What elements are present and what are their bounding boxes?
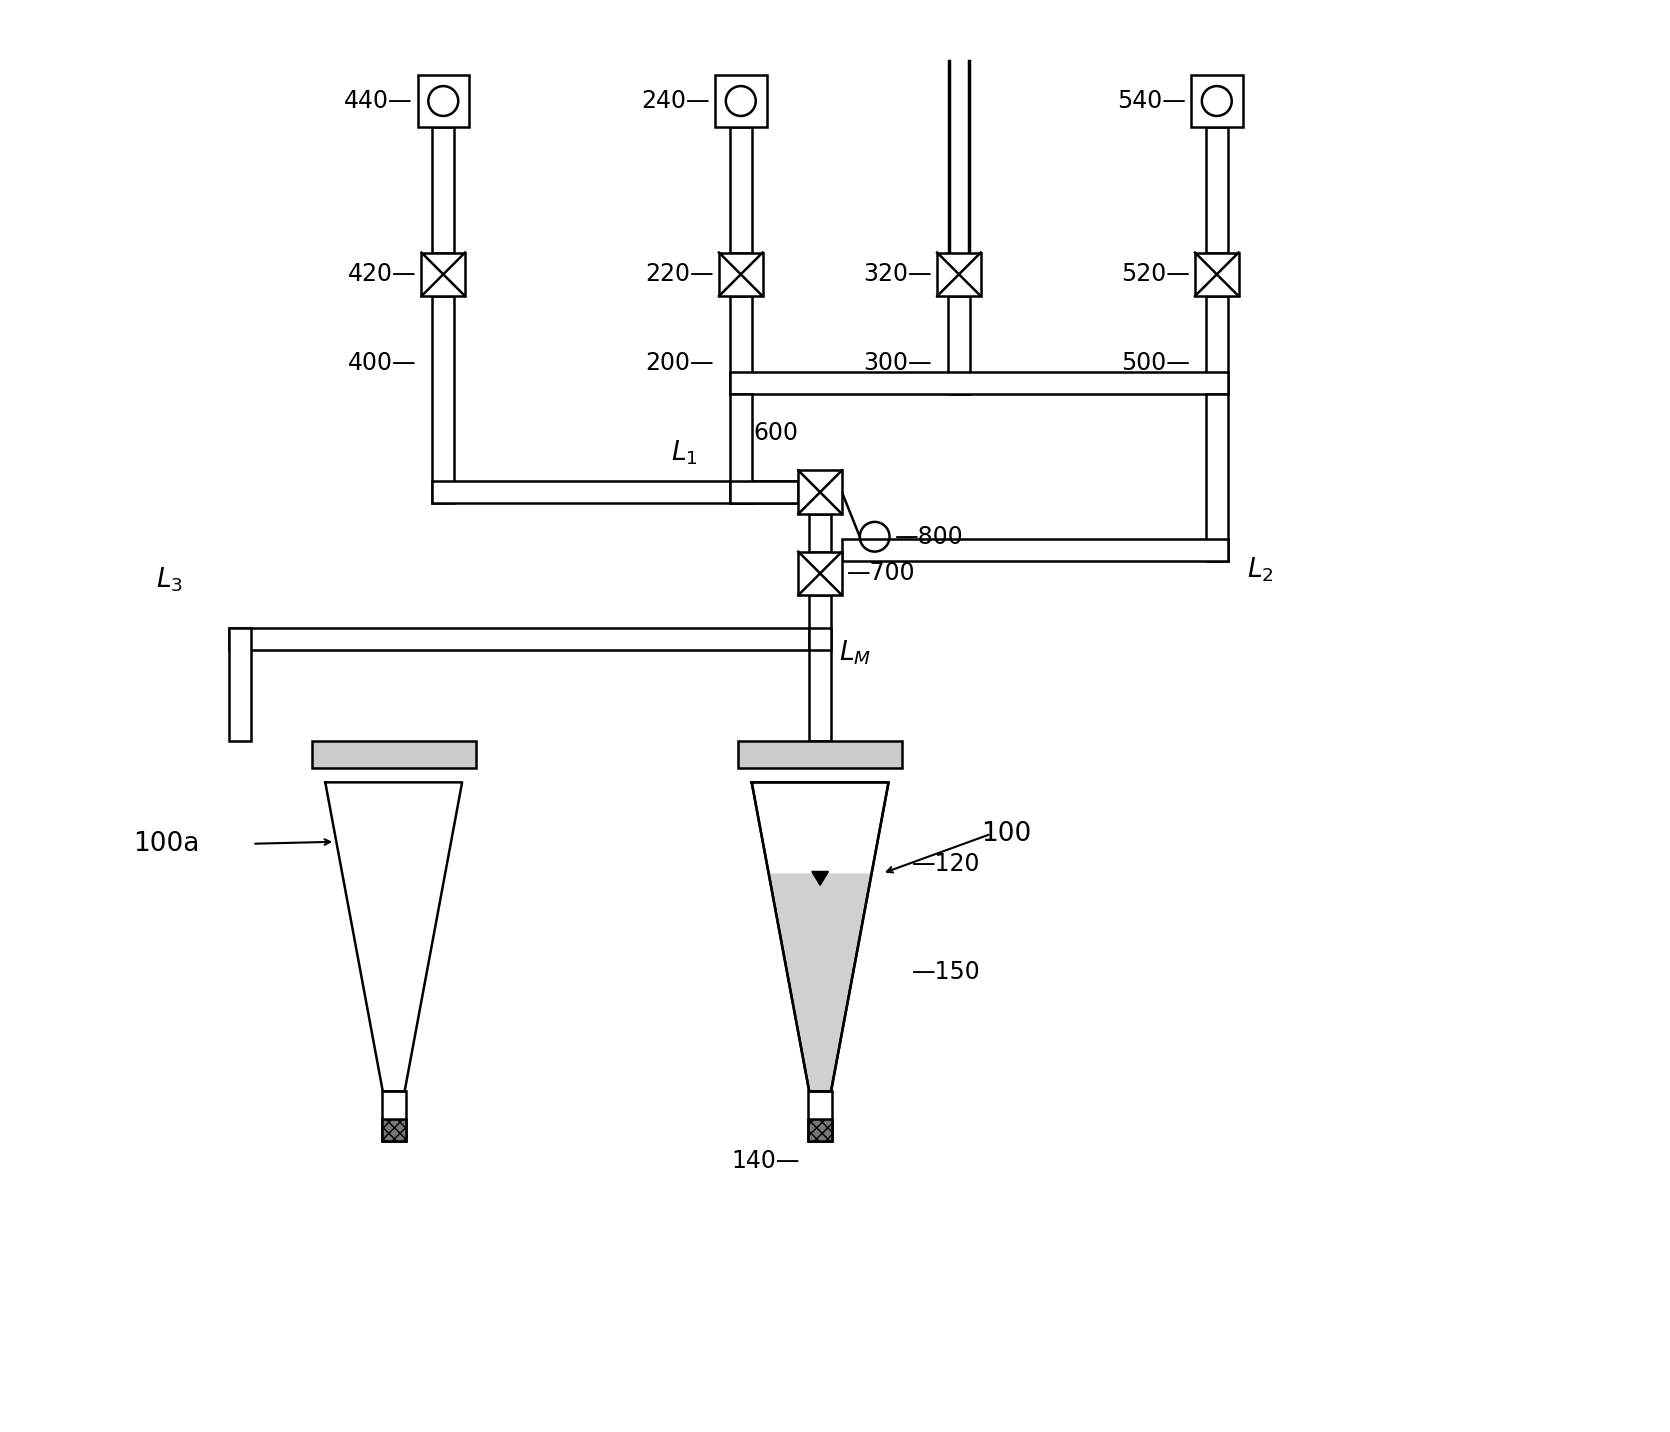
Bar bbox=[937, 252, 980, 296]
Bar bbox=[1206, 296, 1227, 394]
Polygon shape bbox=[768, 874, 872, 1091]
Text: 220—: 220— bbox=[645, 262, 715, 286]
Text: —150: —150 bbox=[912, 961, 980, 984]
Text: 540—: 540— bbox=[1117, 89, 1186, 113]
Bar bbox=[720, 252, 763, 296]
Bar bbox=[810, 596, 832, 740]
Text: $L_1$: $L_1$ bbox=[671, 438, 698, 467]
Bar bbox=[949, 296, 970, 394]
Text: 600: 600 bbox=[753, 421, 798, 445]
Bar bbox=[798, 470, 842, 514]
Bar bbox=[1196, 252, 1239, 296]
Bar bbox=[433, 296, 454, 503]
Text: $L_2$: $L_2$ bbox=[1246, 556, 1273, 584]
Bar bbox=[229, 627, 810, 650]
Bar bbox=[730, 372, 1227, 394]
Bar bbox=[421, 252, 466, 296]
Polygon shape bbox=[752, 782, 888, 1091]
Bar bbox=[1191, 76, 1242, 127]
Bar bbox=[715, 76, 767, 127]
Text: 320—: 320— bbox=[863, 262, 932, 286]
Bar bbox=[382, 1118, 406, 1141]
Bar bbox=[229, 627, 250, 740]
Bar bbox=[1206, 394, 1227, 560]
Polygon shape bbox=[326, 782, 463, 1091]
Bar bbox=[433, 127, 454, 252]
Text: 240—: 240— bbox=[641, 89, 710, 113]
Text: 300—: 300— bbox=[863, 351, 932, 375]
Text: $L_3$: $L_3$ bbox=[155, 566, 182, 594]
Bar bbox=[730, 127, 752, 252]
Bar bbox=[730, 481, 798, 503]
Polygon shape bbox=[812, 872, 828, 885]
Bar bbox=[810, 627, 832, 650]
Bar bbox=[433, 481, 798, 503]
Text: —800: —800 bbox=[895, 524, 964, 548]
Bar bbox=[730, 296, 752, 394]
Text: 520—: 520— bbox=[1121, 262, 1191, 286]
Text: $L_M$: $L_M$ bbox=[838, 639, 872, 667]
Bar bbox=[842, 538, 1227, 560]
Text: 500—: 500— bbox=[1121, 351, 1191, 375]
Bar bbox=[798, 551, 842, 596]
Text: 100a: 100a bbox=[134, 831, 200, 856]
Bar bbox=[382, 1091, 406, 1141]
Bar bbox=[810, 514, 832, 551]
Text: —700: —700 bbox=[847, 561, 915, 586]
Text: 200—: 200— bbox=[645, 351, 715, 375]
Bar bbox=[418, 76, 469, 127]
Bar bbox=[1206, 127, 1227, 252]
Bar bbox=[730, 394, 752, 503]
Bar bbox=[808, 1091, 832, 1141]
Text: 400—: 400— bbox=[347, 351, 416, 375]
Text: 440—: 440— bbox=[344, 89, 412, 113]
Text: 100: 100 bbox=[982, 821, 1032, 846]
Text: 420—: 420— bbox=[347, 262, 416, 286]
Bar bbox=[738, 740, 902, 769]
Bar bbox=[312, 740, 476, 769]
Text: —120: —120 bbox=[912, 852, 980, 875]
Text: 140—: 140— bbox=[731, 1148, 800, 1173]
Bar bbox=[808, 1118, 832, 1141]
